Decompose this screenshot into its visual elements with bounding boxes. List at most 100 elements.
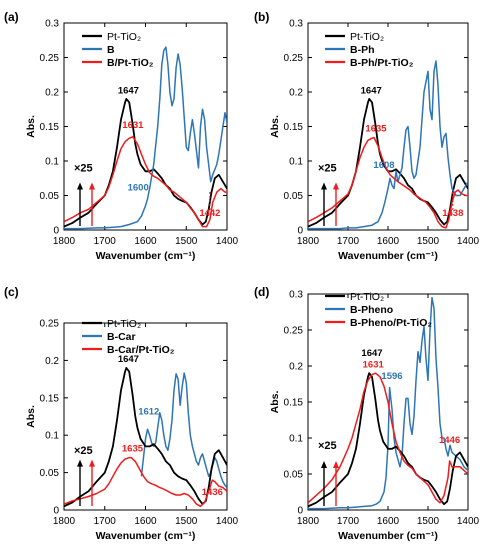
x-tick-label: 1800 <box>297 236 320 247</box>
y-tick-label: 0 <box>53 226 59 237</box>
peak-annotation: 1600 <box>128 183 149 194</box>
y-tick-label: 0.05 <box>284 470 304 481</box>
y-axis-title: Abs. <box>25 405 37 428</box>
multiplier-label: ×25 <box>74 162 93 174</box>
peak-annotation: 1647 <box>118 354 139 365</box>
y-tick-label: 0.2 <box>45 356 59 367</box>
series-line-1 <box>64 46 227 230</box>
y-tick-label: 0.05 <box>40 468 60 479</box>
y-tick-label: 0.1 <box>289 434 303 445</box>
multiplier-label: ×25 <box>318 440 337 452</box>
y-tick-label: 0.3 <box>45 19 59 30</box>
y-tick-label: 0.15 <box>40 122 60 133</box>
peak-annotation: 1631 <box>363 359 385 370</box>
chart-panel-c: (c) 0 0.05 0.1 0.15 0.2 0.25 1800 1700 1600 1500 14… <box>4 285 239 542</box>
x-axis-title: Wavenumber (cm⁻¹) <box>338 250 438 262</box>
multiplier-label: ×25 <box>74 445 93 457</box>
panel-label: (b) <box>254 10 269 24</box>
scale-arrow-head <box>89 182 95 190</box>
y-tick-label: 0.25 <box>40 319 60 330</box>
y-tick-label: 0.1 <box>45 157 59 168</box>
y-tick-label: 0 <box>53 506 59 517</box>
peak-annotation: 1438 <box>442 208 463 219</box>
scale-arrow-head <box>77 459 83 467</box>
y-tick-label: 0.15 <box>284 398 304 409</box>
x-tick-label: 1800 <box>53 236 76 247</box>
x-tick-label: 1700 <box>337 236 360 247</box>
y-axis-title: Abs. <box>25 115 37 138</box>
peak-annotation: 1608 <box>373 160 394 171</box>
y-tick-label: 0.25 <box>284 326 304 337</box>
scale-arrow-head <box>333 461 339 468</box>
series-line-2 <box>64 456 227 508</box>
x-tick-label: 1500 <box>417 236 440 247</box>
y-tick-label: 0.3 <box>289 19 303 30</box>
chart-panel-d: (d) 0 0.05 0.1 0.15 0.2 0.25 0.3 1800 1700 1600 150… <box>254 285 480 542</box>
x-tick-label: 1700 <box>94 236 117 247</box>
y-tick-label: 0.25 <box>40 53 60 64</box>
peak-annotation: 1647 <box>361 85 382 96</box>
legend-label: B-Pheno/Pt-TiO₂ <box>350 317 432 329</box>
legend-label: B-Car/Pt-TiO₂ <box>107 344 175 356</box>
series-line-2 <box>308 372 468 504</box>
scale-arrow-head <box>89 459 95 467</box>
x-tick-label: 1600 <box>134 236 157 247</box>
series-line-2 <box>308 136 468 229</box>
y-tick-label: 0.2 <box>289 88 303 99</box>
x-axis-title: Wavenumber (cm⁻¹) <box>338 530 438 542</box>
x-tick-label: 1600 <box>134 516 157 527</box>
legend-label: Pt-TiO₂ <box>107 31 141 43</box>
series-line-1 <box>308 372 468 508</box>
series-line-0 <box>64 98 227 228</box>
x-tick-label: 1700 <box>337 516 360 527</box>
legend-label: B-Pheno <box>350 304 393 316</box>
legend-label: B-Car <box>107 331 136 343</box>
x-tick-label: 1400 <box>216 516 239 527</box>
x-tick-label: 1500 <box>175 516 198 527</box>
y-axis-title: Abs. <box>269 115 281 138</box>
y-tick-label: 0.1 <box>45 431 59 442</box>
legend-label: B <box>107 44 115 56</box>
y-tick-label: 0.15 <box>40 393 60 404</box>
chart-panel-a: (a) 0 0.05 0.1 0.15 0.2 0.25 0.3 1800 1700 1600 150… <box>4 10 239 262</box>
series-line-2 <box>64 136 227 228</box>
chart-panel-b: (b) 0 0.05 0.1 0.15 0.2 0.25 0.3 1800 1700 1600 150… <box>254 10 480 262</box>
series-line-0 <box>308 296 468 510</box>
x-tick-label: 1600 <box>377 236 400 247</box>
y-tick-label: 0.05 <box>40 191 60 202</box>
x-tick-label: 1400 <box>457 236 480 247</box>
legend-label: B-Ph/Pt-TiO₂ <box>350 57 414 69</box>
x-tick-label: 1700 <box>94 516 117 527</box>
peak-annotation: 1446 <box>439 435 460 446</box>
y-tick-label: 0 <box>297 506 303 517</box>
legend-label: Pt-TiO₂ <box>350 291 384 303</box>
legend-label: Pt-TiO₂ <box>350 31 384 43</box>
scale-arrow-head <box>321 461 327 468</box>
peak-annotation: 1647 <box>361 348 382 359</box>
legend-label: B/Pt-TiO₂ <box>107 57 154 69</box>
panel-label: (c) <box>4 285 19 299</box>
scale-arrow-head <box>321 182 327 190</box>
legend-label: B-Ph <box>350 44 375 56</box>
plot-frame <box>63 22 228 231</box>
plot-frame <box>307 22 469 231</box>
y-tick-label: 0.15 <box>284 122 304 133</box>
x-tick-label: 1400 <box>216 236 239 247</box>
scale-arrow-head <box>77 182 83 190</box>
multiplier-label: ×25 <box>318 162 337 174</box>
y-axis-title: Abs. <box>269 391 281 414</box>
y-tick-label: 0.3 <box>289 290 303 301</box>
x-tick-label: 1500 <box>417 516 440 527</box>
x-tick-label: 1800 <box>297 516 320 527</box>
x-tick-label: 1400 <box>457 516 480 527</box>
y-tick-label: 0.1 <box>289 157 303 168</box>
y-tick-label: 0.2 <box>289 362 303 373</box>
peak-annotation: 1596 <box>381 371 402 382</box>
y-tick-label: 0.05 <box>284 191 304 202</box>
series-line-1 <box>308 60 468 230</box>
peak-annotation: 1612 <box>138 406 159 417</box>
legend-label: Pt-TiO₂ <box>107 318 141 330</box>
y-tick-label: 0.25 <box>284 53 304 64</box>
x-axis-title: Wavenumber (cm⁻¹) <box>96 250 196 262</box>
